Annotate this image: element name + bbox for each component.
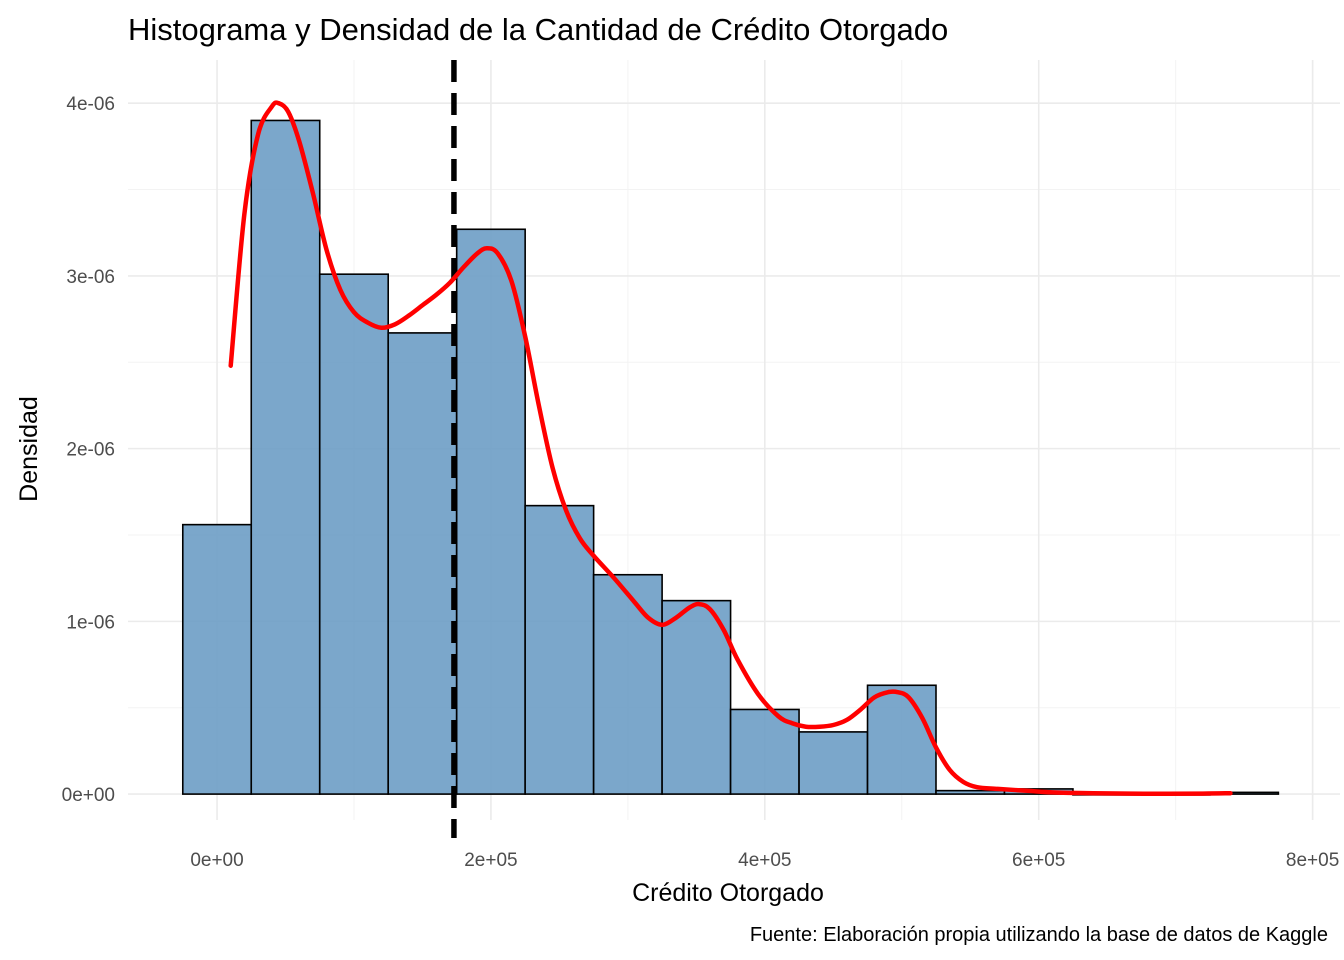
y-tick-label: 4e-06 bbox=[66, 94, 115, 115]
y-tick-label: 3e-06 bbox=[66, 267, 115, 288]
histogram-bar bbox=[592, 573, 663, 795]
x-tick-label: 4e+05 bbox=[738, 850, 791, 871]
x-axis-title: Crédito Otorgado bbox=[632, 879, 824, 907]
histogram-bar bbox=[250, 119, 321, 795]
y-axis-ticks: 0e+00 1e-06 2e-06 3e-06 4e-06 bbox=[62, 94, 115, 806]
x-tick-label: 6e+05 bbox=[1012, 850, 1065, 871]
histogram-bar bbox=[661, 599, 732, 795]
y-axis-title: Densidad bbox=[15, 396, 43, 502]
histogram-bars bbox=[181, 119, 1280, 796]
x-tick-label: 2e+05 bbox=[464, 850, 517, 871]
histogram-bar bbox=[524, 504, 595, 795]
density-curve-group bbox=[228, 100, 1233, 797]
y-tick-label: 1e-06 bbox=[66, 612, 115, 633]
x-tick-label: 0e+00 bbox=[190, 850, 243, 871]
density-curve bbox=[228, 100, 1233, 797]
y-tick-label: 0e+00 bbox=[62, 785, 115, 806]
histogram-bar bbox=[387, 332, 458, 795]
histogram-bar bbox=[935, 789, 1006, 795]
histogram-bar bbox=[798, 731, 869, 795]
y-tick-label: 2e-06 bbox=[66, 440, 115, 461]
histogram-bar bbox=[455, 228, 526, 795]
chart-caption: Fuente: Elaboración propia utilizando la… bbox=[750, 924, 1328, 946]
histogram-bar bbox=[866, 684, 937, 795]
x-tick-label: 8e+05 bbox=[1286, 850, 1339, 871]
histogram-bar bbox=[318, 273, 390, 795]
chart-title: Histograma y Densidad de la Cantidad de … bbox=[128, 12, 948, 47]
histogram-bar bbox=[181, 523, 253, 795]
x-axis-ticks: 0e+00 2e+05 4e+05 6e+05 8e+05 bbox=[190, 850, 1339, 871]
